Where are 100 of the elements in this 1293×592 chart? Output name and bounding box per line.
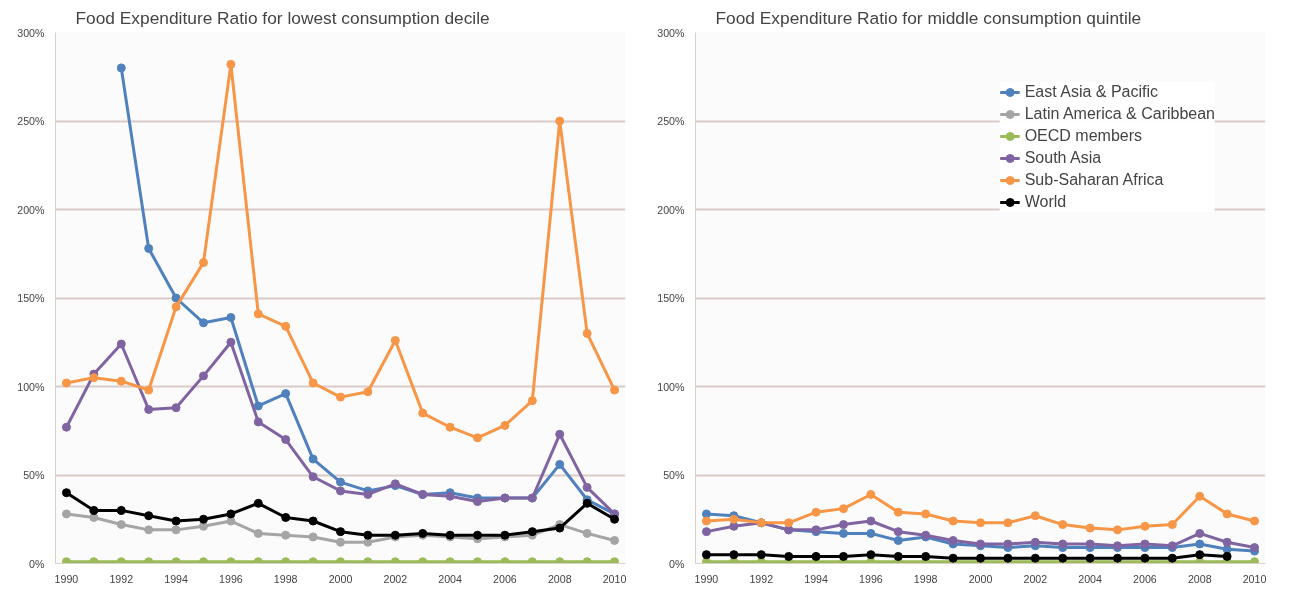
point [281,321,291,331]
point [116,63,126,73]
y-tick-label: 50% [663,469,686,481]
point [171,525,181,535]
y-tick-label: 300% [17,26,46,39]
point [171,293,181,303]
y-tick-label: 250% [657,115,686,127]
point [226,59,236,69]
point [89,373,99,383]
point [390,335,400,345]
point [336,537,345,547]
x-tick-label: 2002 [1023,572,1048,585]
point [363,530,373,540]
point [281,435,291,445]
point [89,505,99,515]
y-tick-label: 50% [23,469,46,481]
point [198,371,208,381]
point [555,459,565,469]
point [281,530,291,540]
x-tick-label: 1994 [804,572,828,585]
point [555,116,565,126]
point [336,477,345,487]
point [527,396,537,406]
y-tick-label: 300% [657,26,686,39]
point [61,378,71,388]
point [308,378,318,388]
y-tick-label: 150% [17,292,46,304]
point [171,516,181,526]
point [610,557,620,564]
point [336,392,345,402]
point [610,385,620,395]
point [473,497,483,507]
y-tick-label: 200% [17,203,46,216]
point [281,389,291,399]
point [144,511,154,521]
x-tick-label: 2002 [383,572,408,585]
point [61,488,71,498]
x-tick-label: 2006 [493,572,517,585]
point [226,509,236,519]
x-tick-label: 1992 [109,572,134,585]
x-tick-label: 2008 [547,572,572,585]
x-tick-label: 2006 [1133,572,1157,585]
y-tick-label: 100% [657,380,686,393]
x-tick-label: 1996 [219,572,243,585]
x-tick-label: 2010 [602,572,627,585]
point [144,243,154,253]
point [582,482,592,492]
point [473,433,483,443]
point [308,472,318,482]
x-tick-label: 2000 [968,572,993,585]
x-tick-label: 2008 [1187,572,1212,585]
point [336,486,345,496]
point [281,512,291,522]
point [144,525,154,535]
point [363,387,373,397]
point [336,527,345,537]
y-tick-label: 200% [657,203,686,216]
point [555,429,565,439]
point [582,328,592,338]
point [61,422,71,432]
x-tick-label: 2004 [1078,572,1103,585]
legend-label: OECD members [1024,127,1143,145]
x-tick-label: 1998 [273,572,298,585]
point [445,422,455,432]
point [61,557,71,564]
point [610,514,620,524]
point [418,408,428,418]
legend-label: Sub-Saharan Africa [1024,171,1164,189]
point [226,516,236,526]
point [198,514,208,524]
x-tick-label: 1994 [164,572,188,585]
chart-title: Food Expenditure Ratio for middle consumption quintile [715,7,1142,28]
legend-label: World [1024,193,1067,211]
x-tick-label: 2004 [438,572,463,585]
point [253,417,263,427]
point [308,516,318,526]
point [226,312,236,322]
point [308,454,318,464]
x-tick-label: 2010 [1242,572,1267,585]
point [144,385,154,395]
x-tick-label: 2000 [328,572,353,585]
x-tick-label: 1992 [749,572,774,585]
y-tick-label: 100% [17,380,46,393]
chart-title: Food Expenditure Ratio for lowest consumption decile [75,7,490,28]
point [144,405,154,414]
x-tick-label: 1990 [54,572,79,585]
legend-label: Latin America & Caribbean [1024,105,1215,123]
y-tick-label: 250% [17,115,46,127]
point [582,528,592,538]
point [253,528,263,538]
point [253,401,263,411]
point [308,532,318,542]
point [610,536,620,545]
y-tick-label: 0% [669,557,686,570]
legend-label: South Asia [1024,149,1102,167]
point [171,302,181,312]
y-tick-label: 150% [657,292,686,304]
legend-label: East Asia & Pacific [1024,83,1159,101]
point [198,258,208,268]
point [116,505,126,515]
